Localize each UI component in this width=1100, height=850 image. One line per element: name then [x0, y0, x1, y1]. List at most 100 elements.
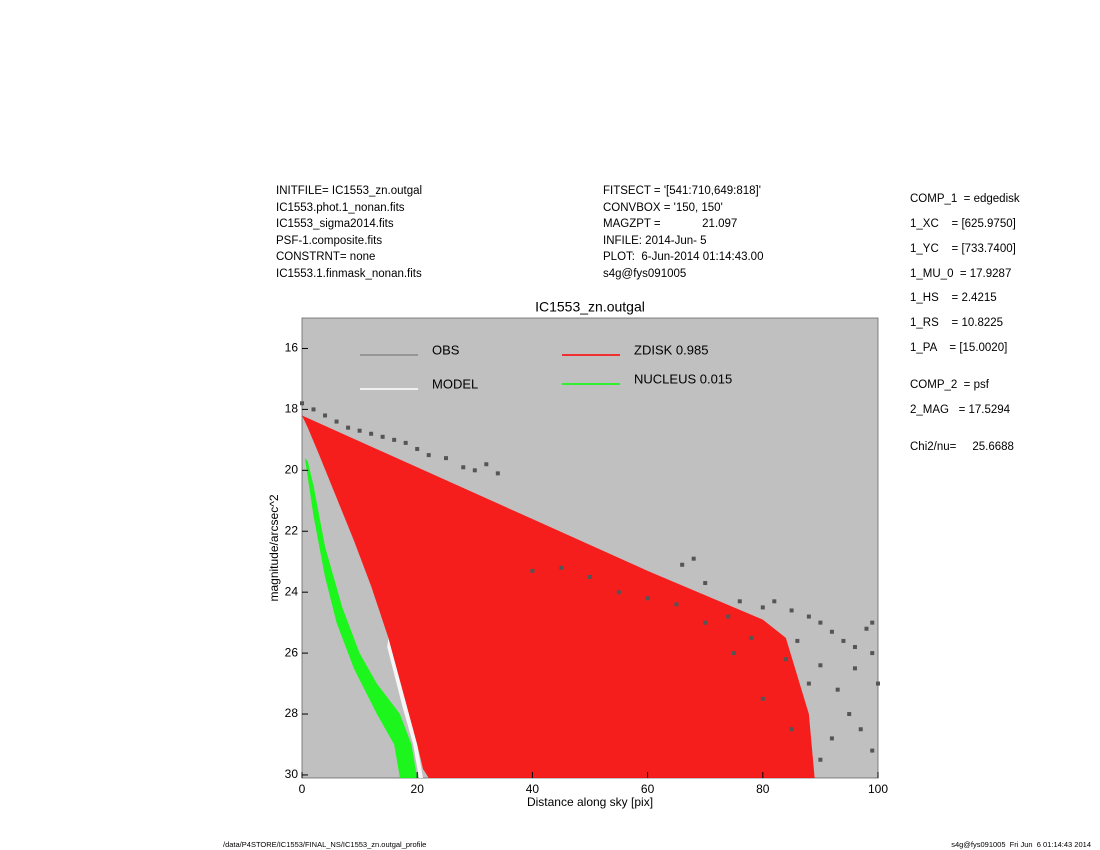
obs-point: [444, 456, 448, 461]
obs-point: [703, 581, 708, 586]
legend-label: MODEL: [432, 376, 478, 391]
obs-point: [703, 620, 708, 625]
obs-point: [674, 602, 679, 607]
header-line: FITSECT = '[541:710,649:818]': [603, 185, 761, 197]
chart-title: IC1553_zn.outgal: [535, 299, 645, 315]
header-line: MAGZPT = 21.097: [603, 218, 738, 230]
y-tick-label: 16: [285, 341, 299, 355]
obs-point: [392, 437, 397, 442]
obs-point: [818, 620, 823, 625]
x-tick-label: 80: [756, 782, 770, 796]
obs-point: [300, 401, 304, 406]
obs-point: [334, 419, 339, 424]
obs-point: [852, 645, 857, 650]
obs-point: [323, 413, 328, 418]
legend-label: NUCLEUS 0.015: [634, 371, 732, 386]
obs-point: [829, 629, 834, 634]
obs-point: [841, 638, 846, 643]
footer-left: /data/P4STORE/IC1553/FINAL_NS/IC1553_zn.…: [223, 840, 427, 849]
header-line: CONSTRNT= none: [276, 251, 376, 263]
header-line: INITFILE= IC1553_zn.outgal: [276, 185, 423, 197]
obs-point: [588, 574, 592, 579]
y-tick-label: 24: [285, 584, 299, 598]
obs-point: [616, 590, 621, 595]
y-tick-label: 30: [285, 767, 299, 781]
obs-point: [357, 428, 362, 433]
obs-point: [403, 440, 408, 445]
x-tick-label: 40: [526, 782, 540, 796]
obs-point: [864, 626, 869, 631]
header-line: PSF-1.composite.fits: [276, 234, 383, 247]
header-line: IC1553_sigma2014.fits: [276, 218, 394, 230]
header-line: INFILE: 2014-Jun- 5: [603, 234, 707, 247]
obs-point: [311, 407, 316, 412]
obs-point: [795, 638, 800, 643]
x-tick-label: 0: [299, 782, 306, 796]
x-axis-label: Distance along sky [pix]: [527, 795, 653, 809]
x-tick-label: 20: [411, 782, 425, 796]
obs-point: [818, 757, 823, 762]
obs-point: [858, 727, 863, 732]
obs-point: [806, 681, 811, 686]
obs-point: [559, 565, 564, 570]
obs-point: [818, 663, 823, 668]
obs-point: [789, 727, 794, 732]
header-line: IC1553.1.finmask_nonan.fits: [276, 267, 422, 280]
obs-point: [870, 748, 875, 753]
param: COMP_1 = edgedisk: [910, 193, 1020, 205]
param: COMP_2 = psf: [910, 379, 989, 391]
param: 1_HS = 2.4215: [910, 292, 997, 304]
obs-point: [806, 614, 811, 619]
obs-point: [870, 651, 875, 656]
obs-point: [835, 687, 840, 692]
component-area: [304, 458, 418, 778]
y-axis-label: magnitude/arcsec^2: [267, 494, 281, 601]
param: 1_XC = [625.9750]: [910, 218, 1016, 230]
obs-point: [847, 712, 852, 717]
obs-point: [415, 446, 420, 451]
obs-point: [426, 453, 431, 458]
x-tick-label: 100: [868, 782, 888, 796]
obs-point: [530, 568, 535, 573]
obs-point: [472, 468, 477, 473]
obs-point: [760, 605, 765, 610]
header-line: PLOT: 6-Jun-2014 01:14:43.00: [603, 251, 764, 263]
header-middle: FITSECT = '[541:710,649:818]' CONVBOX = '…: [603, 183, 763, 282]
obs-point: [749, 635, 754, 640]
obs-point: [380, 434, 385, 439]
legend-label: OBS: [432, 342, 460, 357]
header-line: IC1553.phot.1_nonan.fits: [276, 201, 405, 214]
obs-point: [484, 462, 489, 467]
obs-point: [789, 608, 794, 613]
obs-point: [726, 614, 731, 619]
obs-point: [346, 425, 351, 430]
obs-point: [772, 599, 777, 604]
footer-right: s4g@fys091005 Fri Jun 6 01:14:43 2014: [951, 840, 1091, 849]
param: Chi2/nu= 25.6688: [910, 441, 1014, 453]
y-tick-label: 22: [285, 523, 299, 537]
obs-point: [760, 696, 765, 701]
component-area: [302, 415, 815, 778]
x-tick-label: 60: [641, 782, 655, 796]
obs-point: [645, 596, 650, 601]
y-tick-label: 20: [285, 462, 299, 476]
y-tick-label: 18: [285, 402, 299, 416]
y-tick-label: 28: [285, 706, 299, 720]
obs-point: [461, 465, 466, 470]
obs-point: [369, 431, 374, 436]
legend-label: ZDISK 0.985: [634, 342, 708, 357]
obs-point: [495, 471, 500, 476]
header-line: CONVBOX = '150, 150': [603, 201, 723, 214]
param: 1_YC = [733.7400]: [910, 243, 1016, 255]
obs-point: [783, 657, 788, 662]
component-area: [387, 637, 423, 778]
param: 1_PA = [15.0020]: [910, 342, 1008, 354]
obs-point: [876, 681, 880, 686]
obs-point: [737, 599, 742, 604]
obs-point: [732, 651, 736, 656]
obs-point: [829, 736, 834, 741]
param: 2_MAG = 17.5294: [910, 404, 1011, 416]
param: 1_MU_0 = 17.9287: [910, 268, 1012, 280]
